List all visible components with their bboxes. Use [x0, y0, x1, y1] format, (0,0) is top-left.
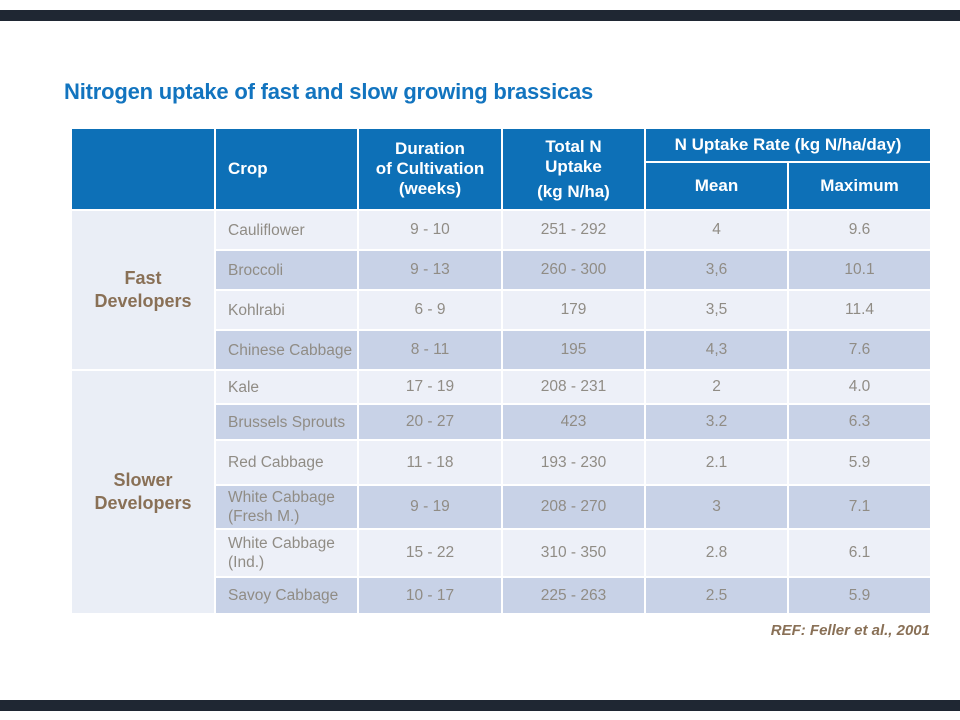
crop-name-cell: Savoy Cabbage: [216, 578, 357, 613]
mean-rate-cell: 4,3: [646, 331, 787, 369]
group-label-fast-developers: Fast Developers: [72, 211, 214, 369]
mean-rate-cell: 2.5: [646, 578, 787, 613]
mean-rate-cell: 2.8: [646, 530, 787, 576]
mean-rate-cell: 3,5: [646, 291, 787, 329]
table-row: White Cabbage (Ind.) 15 - 22 310 - 350 2…: [72, 530, 931, 576]
group-label-slower-developers: Slower Developers: [72, 371, 214, 613]
mean-rate-cell: 3: [646, 486, 787, 528]
crop-name-cell: Kale: [216, 371, 357, 403]
mean-rate-cell: 3,6: [646, 251, 787, 289]
max-rate-cell: 7.6: [789, 331, 931, 369]
max-rate-cell: 4.0: [789, 371, 931, 403]
table-row: Kohlrabi 6 - 9 179 3,5 11.4: [72, 291, 931, 329]
crop-name-cell: White Cabbage (Ind.): [216, 530, 357, 576]
duration-cell: 8 - 11: [359, 331, 501, 369]
max-rate-cell: 5.9: [789, 441, 931, 484]
header-cell-mean: Mean: [646, 163, 787, 209]
header-label-maximum: Maximum: [820, 176, 899, 195]
total-uptake-cell: 193 - 230: [503, 441, 644, 484]
total-uptake-cell: 251 - 292: [503, 211, 644, 249]
header-label-duration-line2: of Cultivation: [375, 159, 485, 178]
table-row: Chinese Cabbage 8 - 11 195 4,3 7.6: [72, 331, 931, 369]
header-cell-crop: Crop: [216, 129, 357, 209]
bottom-decoration-bar: [0, 700, 960, 711]
mean-rate-cell: 2: [646, 371, 787, 403]
header-label-uptake-rate: N Uptake Rate (kg N/ha/day): [674, 135, 902, 154]
header-cell-maximum: Maximum: [789, 163, 931, 209]
total-uptake-cell: 179: [503, 291, 644, 329]
max-rate-cell: 10.1: [789, 251, 931, 289]
max-rate-cell: 11.4: [789, 291, 931, 329]
max-rate-cell: 7.1: [789, 486, 931, 528]
duration-cell: 9 - 10: [359, 211, 501, 249]
header-label-duration-line1: Duration: [395, 139, 465, 158]
table-row: Slower Developers Kale 17 - 19 208 - 231…: [72, 371, 931, 613]
duration-cell: 15 - 22: [359, 530, 501, 576]
duration-cell: 10 - 17: [359, 578, 501, 613]
group-label-line: Fast: [124, 268, 162, 288]
total-uptake-cell: 225 - 263: [503, 578, 644, 613]
mean-rate-cell: 4: [646, 211, 787, 249]
duration-cell: 9 - 19: [359, 486, 501, 528]
header-label-total-line1: Total N: [545, 136, 602, 156]
mean-rate-cell: 2.1: [646, 441, 787, 484]
crop-name-cell: Brussels Sprouts: [216, 405, 357, 439]
total-uptake-cell: 423: [503, 405, 644, 439]
crop-name-cell: Red Cabbage: [216, 441, 357, 484]
mean-rate-cell: 3.2: [646, 405, 787, 439]
table-row: Red Cabbage 11 - 18 193 - 230 2.1 5.9: [72, 441, 931, 484]
reference-text: REF: Feller et al., 2001: [770, 622, 930, 639]
group-label-line: Developers: [94, 291, 192, 311]
duration-cell: 17 - 19: [359, 371, 501, 403]
duration-cell: 11 - 18: [359, 441, 501, 484]
crop-name-cell: Chinese Cabbage: [216, 331, 357, 369]
crop-name-cell: White Cabbage (Fresh M.): [216, 486, 357, 528]
group-label-line: Developers: [94, 493, 192, 513]
crop-name-cell: Broccoli: [216, 251, 357, 289]
total-uptake-cell: 208 - 231: [503, 371, 644, 403]
header-cell-total-n-uptake: Total N Uptake (kg N/ha): [503, 129, 644, 209]
table-row: Brussels Sprouts 20 - 27 423 3.2 6.3: [72, 405, 931, 439]
crop-name-cell: Kohlrabi: [216, 291, 357, 329]
total-uptake-cell: 208 - 270: [503, 486, 644, 528]
max-rate-cell: 6.1: [789, 530, 931, 576]
table-row: Broccoli 9 - 13 260 - 300 3,6 10.1: [72, 251, 931, 289]
table-row: Fast Developers Cauliflower 9 - 10 251 -…: [72, 211, 931, 369]
max-rate-cell: 5.9: [789, 578, 931, 613]
header-cell-uptake-rate: N Uptake Rate (kg N/ha/day): [646, 129, 931, 161]
top-decoration-bar: [0, 10, 960, 21]
total-uptake-cell: 310 - 350: [503, 530, 644, 576]
crop-name-cell: Cauliflower: [216, 211, 357, 249]
table-row: White Cabbage (Fresh M.) 9 - 19 208 - 27…: [72, 486, 931, 528]
table-row: Savoy Cabbage 10 - 17 225 - 263 2.5 5.9: [72, 578, 931, 613]
header-label-crop: Crop: [228, 159, 268, 178]
page-title: Nitrogen uptake of fast and slow growing…: [64, 79, 594, 104]
group-label-line: Slower: [113, 470, 173, 490]
total-uptake-cell: 260 - 300: [503, 251, 644, 289]
max-rate-cell: 6.3: [789, 405, 931, 439]
header-label-total-line2: Uptake: [545, 156, 602, 176]
header-label-total-line3: (kg N/ha): [537, 181, 610, 201]
max-rate-cell: 9.6: [789, 211, 931, 249]
duration-cell: 20 - 27: [359, 405, 501, 439]
header-cell-duration: Duration of Cultivation (weeks): [359, 129, 501, 209]
header-cell-group-blank: [72, 129, 214, 209]
header-label-duration-line3: (weeks): [398, 179, 462, 198]
nitrogen-uptake-table: Crop Duration of Cultivation (weeks) Tot…: [70, 127, 932, 615]
duration-cell: 6 - 9: [359, 291, 501, 329]
header-label-mean: Mean: [694, 176, 739, 195]
total-uptake-cell: 195: [503, 331, 644, 369]
duration-cell: 9 - 13: [359, 251, 501, 289]
